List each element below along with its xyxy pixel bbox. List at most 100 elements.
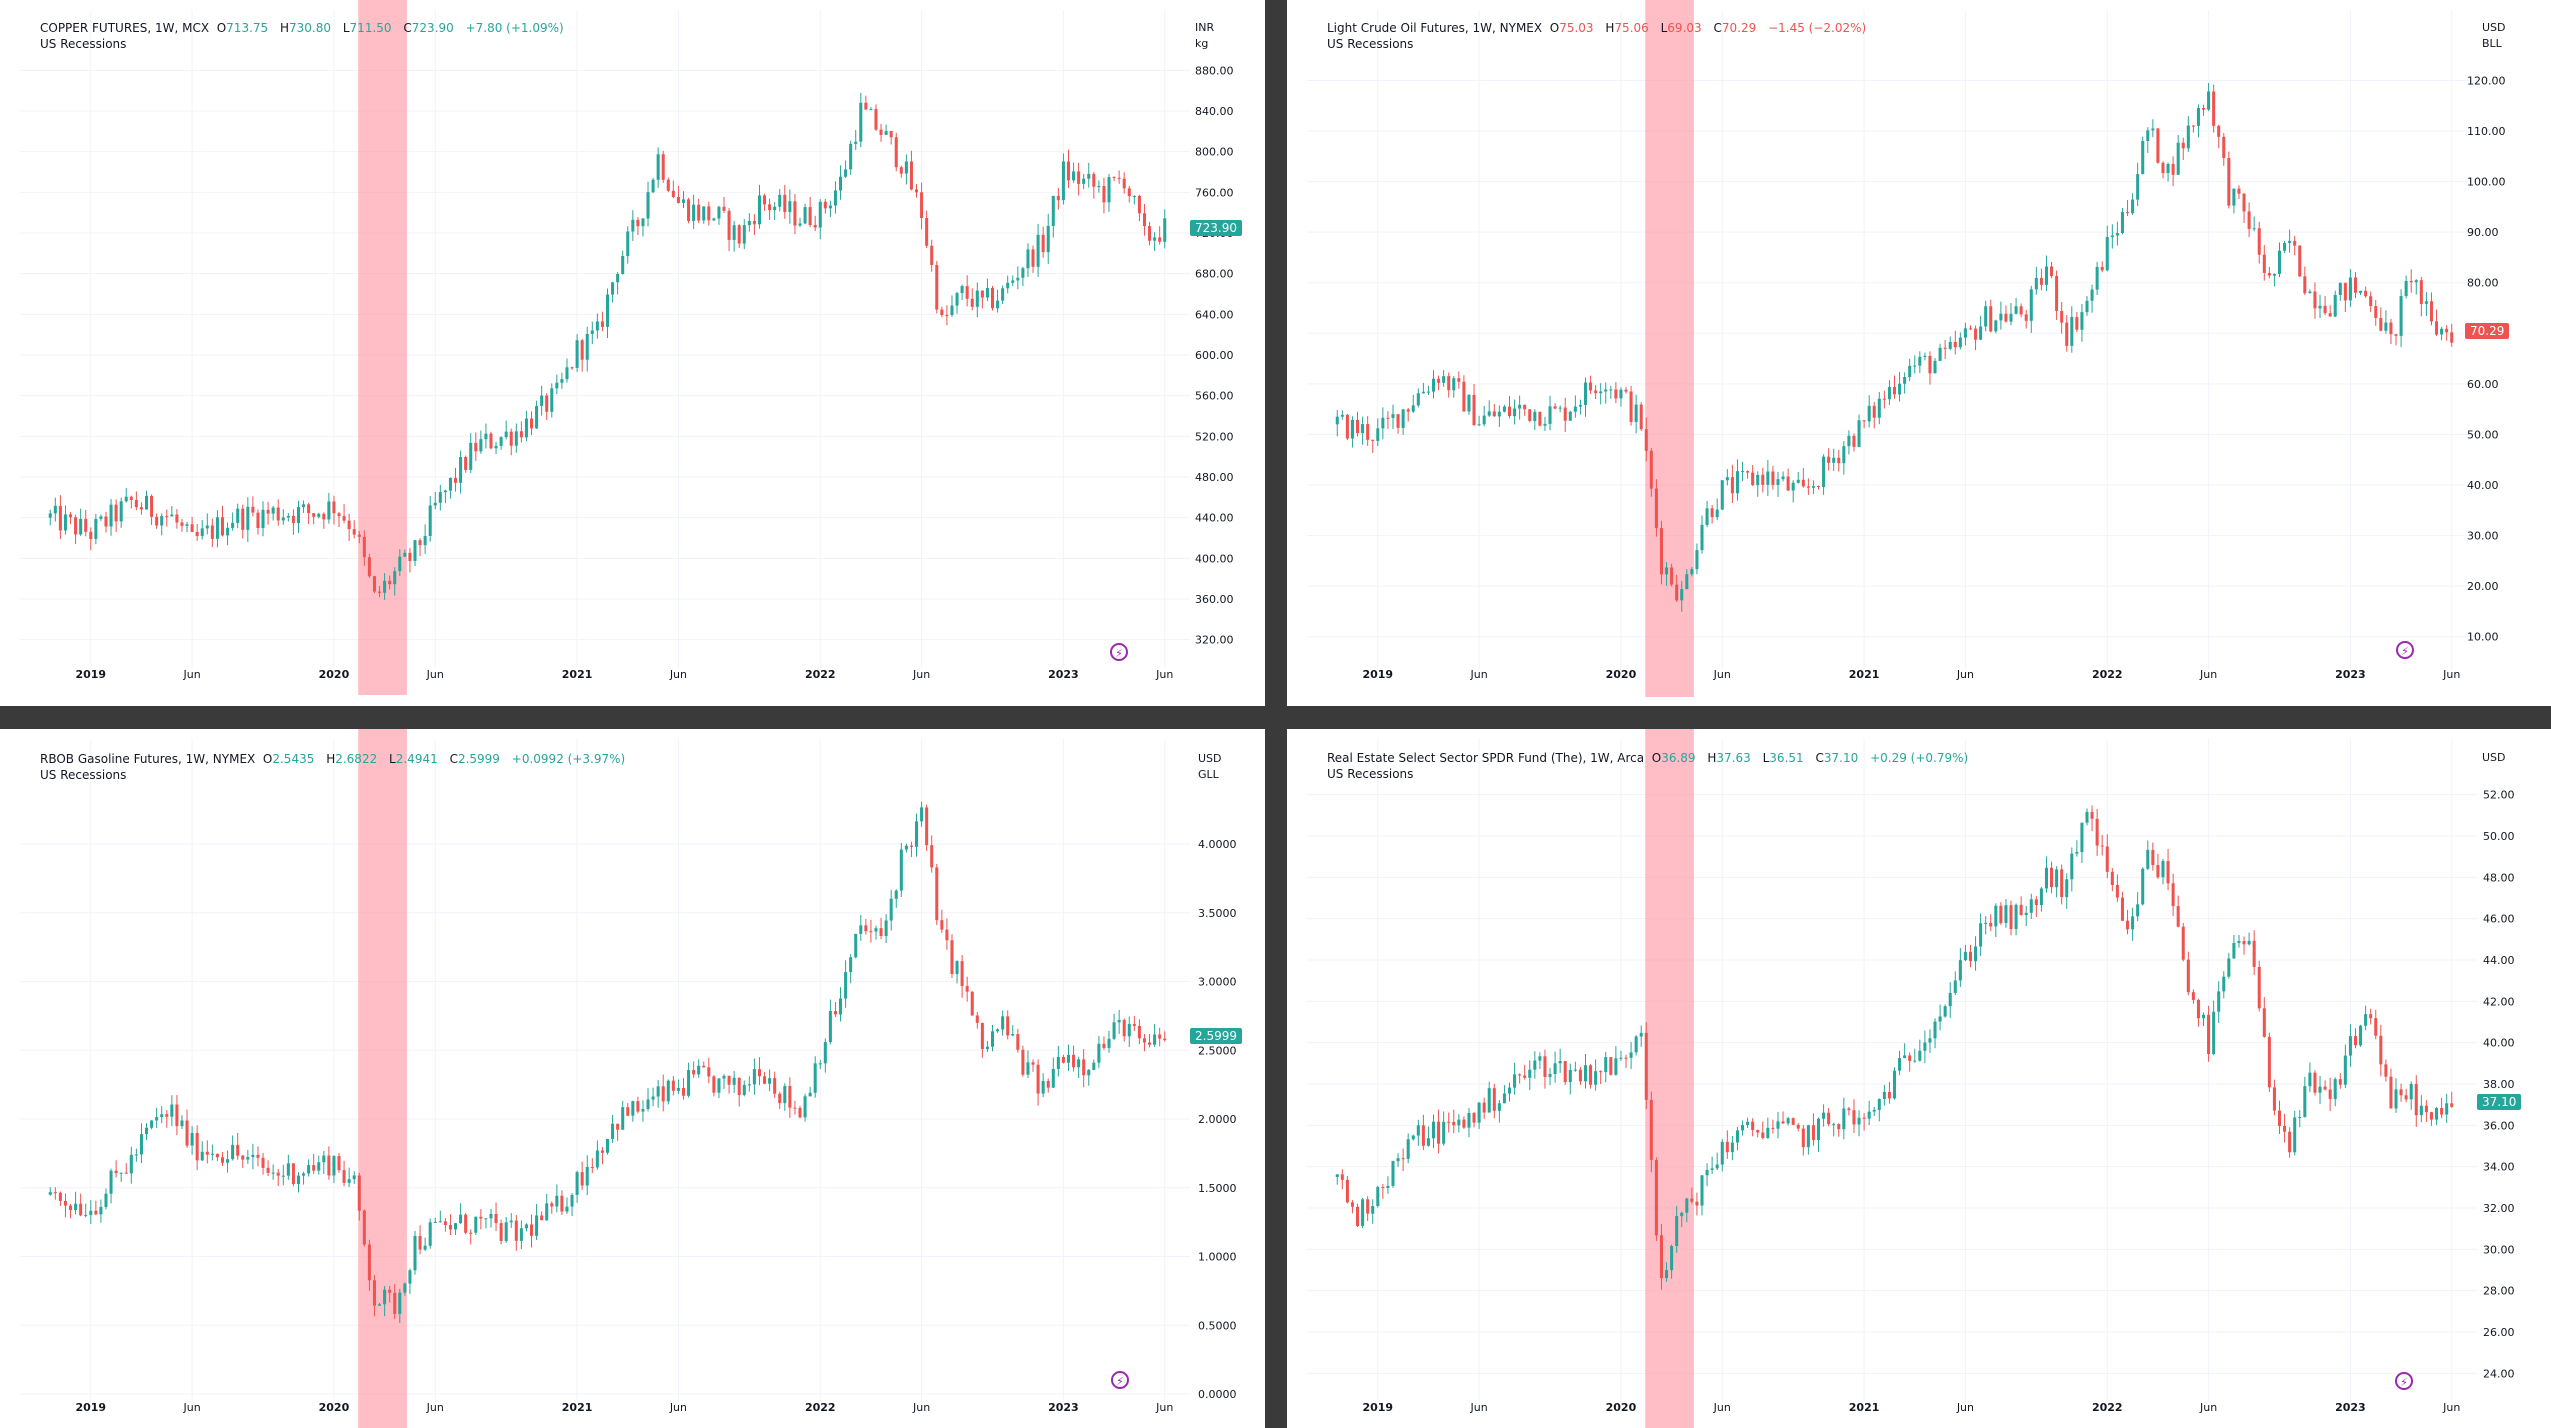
chart-panel-real-estate[interactable]: 52.00 50.00 48.00 46.00 44.00 42.00 40.00 38.00… [1287, 729, 2551, 1428]
candle-body [1142, 213, 1146, 227]
candle-body [757, 195, 761, 225]
candle-body [1472, 394, 1476, 426]
candle-body [1599, 1071, 1603, 1073]
candle-body [747, 221, 751, 226]
candle-body [2131, 199, 2135, 214]
candle-body [2384, 322, 2388, 331]
y-tick-label: 42.00 [2483, 995, 2515, 1008]
candle-body [1761, 1132, 1765, 1138]
candle-body [124, 1172, 128, 1174]
high-value: 37.63 [1716, 751, 1751, 765]
candle-body [2374, 1018, 2378, 1036]
chart-canvas[interactable]: 4.0000 3.5000 3.0000 2.5000 2.0000 1.5000 1.00… [0, 729, 1265, 1428]
unit-label: USD BLL [2482, 20, 2506, 52]
candle-body [1016, 277, 1020, 281]
candle-body [2019, 904, 2023, 916]
candle-body [1710, 508, 1714, 518]
candle-body [1391, 414, 1395, 418]
candle-body [1507, 406, 1512, 417]
candle-body [2019, 306, 2023, 315]
candle-body [2237, 188, 2241, 194]
candle-body [1026, 249, 1030, 269]
candle-body [372, 1280, 376, 1306]
chart-canvas[interactable]: 120.00110.00100.0090.0080.0070.0060.0050… [1287, 0, 2551, 706]
candle-body [808, 207, 812, 226]
candle-body [180, 522, 184, 526]
y-tick-label: 38.00 [2483, 1078, 2515, 1091]
candle-body [1345, 1179, 1349, 1203]
candle-body [1827, 456, 1831, 463]
candle-body [646, 1099, 650, 1110]
candle-body [195, 531, 199, 537]
candle-body [1847, 1108, 1851, 1111]
candle-body [611, 282, 615, 295]
candle-body [2060, 310, 2064, 323]
candle-body [540, 1215, 544, 1221]
candle-body [1898, 1058, 1902, 1071]
candle-body [1356, 419, 1360, 434]
candle-body [1492, 1088, 1496, 1111]
candle-body [1730, 1142, 1734, 1153]
chart-canvas[interactable]: 52.00 50.00 48.00 46.00 44.00 42.00 40.00 38.00… [1287, 729, 2551, 1428]
candle-body [1619, 389, 1623, 399]
candle-body [717, 1078, 721, 1093]
candle-body [509, 431, 513, 446]
candle-body [1589, 1065, 1593, 1085]
candle-body [205, 525, 209, 529]
x-tick-label: 2019 [1362, 1401, 1393, 1414]
candle-body [1968, 951, 1973, 962]
candle-body [2004, 905, 2008, 923]
candle-body [1892, 387, 1897, 395]
candle-body [550, 1203, 554, 1207]
candle-body [1528, 409, 1532, 422]
lightning-icon[interactable]: ⚡ [1110, 643, 1128, 661]
x-tick-label: Jun [1713, 668, 1731, 681]
low-value: 36.51 [1769, 751, 1804, 765]
candle-body [1538, 411, 1542, 426]
candle-body [621, 1107, 625, 1130]
candle-body [996, 1029, 1000, 1032]
y-tick-label: 40.00 [2467, 479, 2499, 492]
candle-body [930, 845, 934, 868]
candle-body [2247, 940, 2251, 945]
candle-body [69, 514, 73, 518]
candle-body [1340, 414, 1344, 417]
candle-body [1675, 584, 1679, 601]
candle-body [1006, 282, 1010, 289]
candle-body [337, 1156, 341, 1171]
candle-body [99, 516, 103, 519]
chart-canvas[interactable]: 880.00840.00800.00760.00720.00680.00640.… [0, 0, 1265, 706]
candle-body [251, 1154, 255, 1158]
candle-body [1837, 457, 1841, 464]
candle-body [241, 1155, 245, 1160]
lightning-icon[interactable]: ⚡ [2396, 641, 2414, 659]
chart-panel-gasoline[interactable]: 4.0000 3.5000 3.0000 2.5000 2.0000 1.5000 1.00… [0, 729, 1265, 1428]
lightning-icon[interactable]: ⚡ [1111, 1371, 1129, 1389]
chart-panel-copper[interactable]: 880.00840.00800.00760.00720.00680.00640.… [0, 0, 1265, 706]
candle-body [641, 218, 645, 227]
candle-body [1594, 390, 1598, 394]
candle-body [773, 1078, 777, 1094]
candle-body [489, 1213, 493, 1219]
candle-body [1629, 1052, 1633, 1058]
candle-body [2044, 867, 2048, 889]
candle-body [1021, 268, 1025, 278]
candle-body [1051, 1068, 1055, 1088]
lightning-icon[interactable]: ⚡ [2395, 1372, 2413, 1390]
candle-body [1507, 1087, 1512, 1094]
candle-body [1867, 405, 1871, 422]
candle-body [2445, 328, 2449, 333]
candle-body [2065, 879, 2069, 898]
y-tick-label: 40.00 [2483, 1037, 2515, 1050]
x-tick-label: Jun [1155, 668, 1173, 681]
candle-body [352, 529, 356, 535]
chart-panel-crude-oil[interactable]: 120.00110.00100.0090.0080.0070.0060.0050… [1287, 0, 2551, 706]
candle-body [2323, 1086, 2327, 1090]
candle-body [646, 192, 650, 219]
candle-body [975, 290, 979, 307]
candle-body [763, 195, 767, 205]
candle-body [2176, 142, 2180, 175]
candle-body [980, 1022, 984, 1050]
candle-body [1396, 1158, 1400, 1162]
candle-body [1837, 1124, 1841, 1130]
